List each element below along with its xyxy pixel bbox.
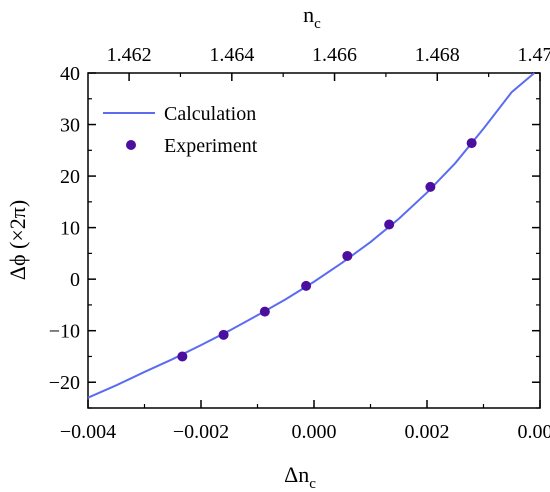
x-tick-label: 0.000 xyxy=(292,421,337,443)
y-tick-label: 40 xyxy=(60,63,80,85)
y-tick-label: 30 xyxy=(60,115,80,137)
experiment-point xyxy=(301,280,312,291)
x-tick-label: −0.002 xyxy=(173,421,229,443)
experiment-point xyxy=(425,181,436,192)
tick-layer: −0.004 −0.002 0.000 0.002 0.004 1.462 1.464 1.4… xyxy=(49,44,550,443)
x-tick-label: 0.002 xyxy=(405,421,450,443)
top-x-axis-title: nc xyxy=(303,2,321,32)
legend-experiment-label: Experiment xyxy=(164,135,258,157)
experiment-point xyxy=(177,351,188,362)
x-tick-label: 0.004 xyxy=(518,421,550,443)
y-tick-label: 20 xyxy=(60,166,80,188)
experiment-point xyxy=(259,306,270,317)
y-tick-label: −10 xyxy=(49,321,80,343)
legend-experiment-marker xyxy=(126,140,136,150)
experiment-point xyxy=(218,329,229,340)
top-x-tick-label: 1.462 xyxy=(107,44,152,66)
experiment-point xyxy=(384,219,395,230)
y-tick-label: 10 xyxy=(60,218,80,240)
series-calculation-line xyxy=(87,72,535,399)
experiment-point xyxy=(342,250,353,261)
legend-calculation-label: Calculation xyxy=(164,103,256,125)
x-tick-label: −0.004 xyxy=(60,421,116,443)
x-axis-title: Δnc xyxy=(284,462,316,492)
top-x-tick-label: 1.470 xyxy=(518,44,550,66)
legend: Calculation Experiment xyxy=(103,103,258,157)
top-x-tick-label: 1.468 xyxy=(415,44,460,66)
y-tick-label: 0 xyxy=(70,269,80,291)
y-tick-label: −20 xyxy=(49,372,80,394)
top-x-tick-label: 1.464 xyxy=(209,44,254,66)
plot-frame xyxy=(87,72,541,409)
top-x-tick-label: 1.466 xyxy=(312,44,357,66)
experiment-point xyxy=(466,138,477,149)
y-axis-title: Δϕ (×2π) xyxy=(5,200,30,280)
series-layer xyxy=(87,72,535,399)
plot-area xyxy=(87,72,541,409)
